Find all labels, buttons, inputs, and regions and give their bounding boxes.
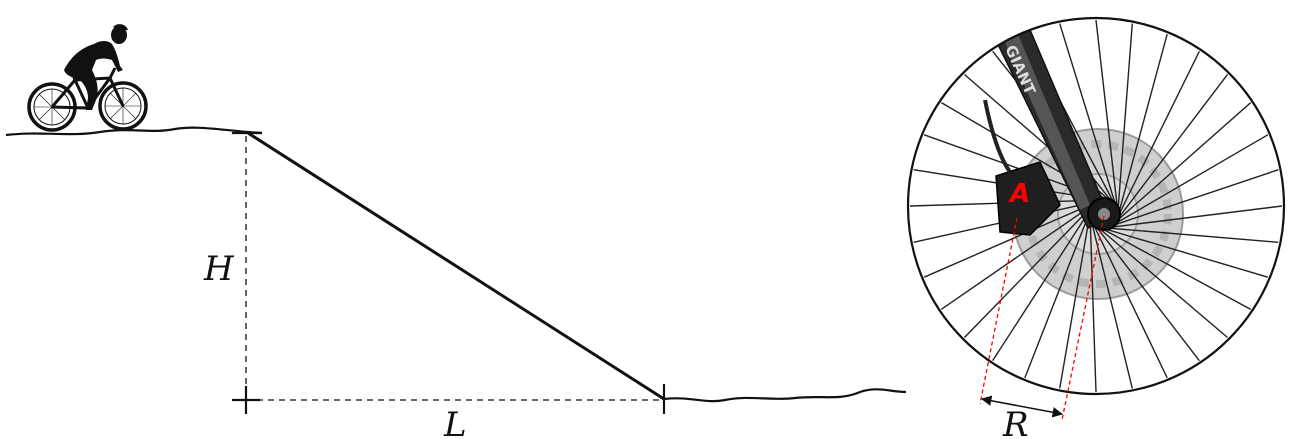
spoke xyxy=(1059,209,1092,389)
spoke xyxy=(1114,74,1229,224)
spoke xyxy=(1105,205,1283,229)
length-label: L xyxy=(443,405,467,439)
spoke xyxy=(1024,209,1092,379)
spoke xyxy=(992,204,1094,362)
spoke xyxy=(1110,134,1269,228)
cyclist-silhouette-icon xyxy=(27,24,148,132)
spoke xyxy=(1089,215,1133,389)
slope-line xyxy=(247,131,665,401)
point-a-label: A xyxy=(1008,179,1030,209)
slope-diagram: H L xyxy=(5,126,907,439)
spoke xyxy=(1116,23,1133,219)
spoke xyxy=(1094,224,1251,310)
radius-label: R xyxy=(1002,405,1029,439)
spoke xyxy=(1091,220,1200,362)
radius-line-a xyxy=(979,217,1018,405)
spoke xyxy=(1059,23,1119,213)
wheel-rim xyxy=(906,16,1286,396)
radius-dimension-arrow xyxy=(980,395,1064,418)
bicycle-wheel-icon: GIANT A R xyxy=(906,16,1286,439)
lower-ground-line xyxy=(663,388,907,403)
spoke xyxy=(1116,33,1168,219)
spoke xyxy=(1090,220,1168,379)
brake-caliper xyxy=(995,161,1061,236)
spoke xyxy=(1105,169,1279,229)
spoke xyxy=(1095,19,1119,213)
height-label: H xyxy=(203,249,235,289)
spoke xyxy=(1099,226,1279,243)
spoke xyxy=(1110,102,1252,227)
upper-ground-line xyxy=(5,126,263,137)
spoke xyxy=(1089,215,1097,393)
spoke xyxy=(940,201,1098,310)
spoke xyxy=(923,200,1098,278)
spoke xyxy=(1114,51,1200,224)
corner-cross-marker xyxy=(232,386,260,414)
spoke xyxy=(963,204,1094,339)
spoke xyxy=(1099,226,1269,278)
spoke xyxy=(1094,224,1228,339)
